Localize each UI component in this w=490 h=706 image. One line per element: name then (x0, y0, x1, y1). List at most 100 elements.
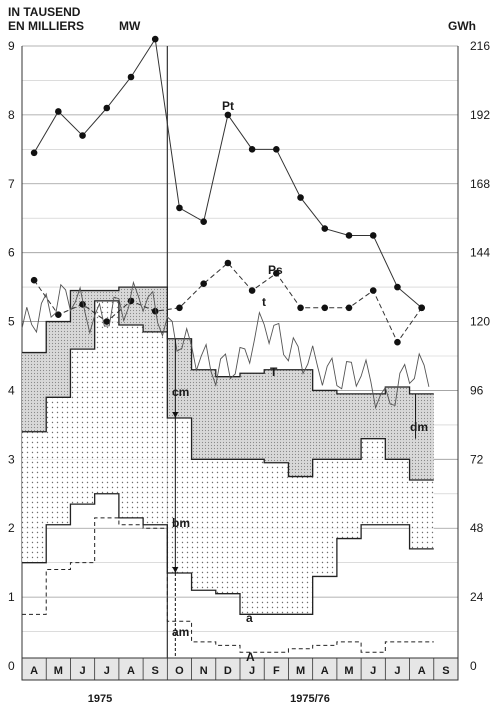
data-point-Pt (394, 283, 401, 291)
series-line-t (21, 280, 430, 410)
label-T: T (270, 365, 278, 379)
marker-arrowhead (172, 567, 179, 573)
dotted-band (312, 459, 337, 577)
data-point-Pt (273, 146, 280, 153)
data-point-Pt (103, 104, 111, 112)
right-tick-label: 192 (470, 108, 490, 122)
month-label: M (344, 665, 353, 677)
month-label: S (152, 665, 159, 677)
data-point-Pt (127, 73, 135, 81)
data-point-Pt (176, 204, 183, 212)
data-point-Pt (297, 194, 304, 201)
left-tick-label: 5 (8, 315, 15, 329)
right-tick-label: 216 (470, 39, 490, 53)
month-label: A (30, 665, 38, 677)
data-point-Pt (345, 232, 353, 239)
month-label: J (249, 665, 255, 677)
data-point-Ps (273, 270, 280, 277)
left-tick-layer: 0 1 2 3 4 5 6 7 8 9 (8, 39, 15, 673)
month-label: A (321, 665, 329, 677)
data-point-Pt (321, 225, 329, 232)
label-bm: bm (172, 516, 190, 530)
month-label: N (200, 665, 208, 677)
right-tick-label: 120 (470, 315, 490, 329)
series-line-Ps (33, 262, 423, 344)
left-axis-title-line2: EN MILLIERS (8, 19, 84, 33)
shaded-band (22, 352, 47, 432)
month-label: J (104, 665, 110, 677)
label-ps: Ps (268, 263, 283, 277)
data-point-Ps (248, 287, 256, 294)
series-line-Pt (33, 37, 422, 309)
dotted-band (288, 476, 313, 615)
dotted-band (240, 459, 265, 615)
dotted-band (215, 459, 240, 594)
data-point-Pt (200, 218, 207, 225)
label-dm: dm (410, 420, 428, 434)
label-A: A (246, 650, 255, 664)
data-point-Pt (30, 149, 38, 157)
marker-arrowhead (172, 412, 179, 418)
data-point-Ps (103, 318, 111, 325)
data-point-Ps (297, 304, 304, 312)
label-am: am (172, 625, 189, 639)
dotted-band (361, 438, 386, 525)
shaded-band (215, 376, 240, 460)
left-tick-label: 4 (8, 383, 15, 397)
month-label: A (127, 665, 135, 677)
left-axis-title-line1: IN TAUSEND (8, 5, 81, 19)
dotted-band (409, 480, 434, 549)
series-line-bottom-band (22, 300, 434, 481)
shaded-band (240, 373, 265, 460)
label-pt: Pt (222, 99, 234, 113)
shaded-band (336, 393, 362, 460)
series-layer (21, 35, 434, 666)
left-tick-label: 6 (8, 246, 15, 260)
dotted-band (167, 418, 192, 573)
left-tick-label: 3 (8, 452, 15, 466)
data-point-Ps (418, 304, 425, 312)
right-tick-label: 72 (470, 452, 484, 466)
data-point-Ps (127, 297, 135, 305)
shaded-band (46, 321, 71, 398)
series-line-a (22, 493, 434, 615)
shaded-band (361, 393, 386, 439)
data-point-Ps (224, 259, 232, 267)
month-label: J (79, 665, 85, 677)
label-a: a (246, 611, 253, 625)
shaded-band (167, 338, 192, 418)
dotted-band (264, 462, 289, 615)
shaded-band (288, 369, 313, 477)
data-point-Pt (151, 35, 159, 43)
data-point-Pt (55, 108, 62, 115)
dotted-band (118, 325, 144, 518)
right-tick-label: 96 (470, 383, 484, 397)
dotted-band (70, 349, 95, 505)
data-point-Pt (224, 111, 232, 119)
left-tick-label: 8 (8, 108, 15, 122)
right-tick-label: 0 (470, 659, 477, 673)
data-point-Pt (79, 132, 86, 139)
right-tick-label: 48 (470, 521, 484, 535)
data-point-Ps (79, 301, 86, 308)
shaded-band (312, 390, 337, 460)
data-point-Ps (176, 304, 183, 312)
shaded-band (94, 290, 119, 301)
month-label: A (418, 665, 426, 677)
left-tick-label: 2 (8, 521, 15, 535)
data-point-Ps (200, 280, 207, 287)
dotted-band (143, 331, 168, 525)
left-tick-label: 7 (8, 177, 15, 191)
series-line-T (22, 286, 434, 395)
data-point-Ps (394, 338, 401, 346)
dotted-band (336, 459, 362, 539)
data-point-Pt (369, 232, 377, 239)
month-label: F (273, 665, 280, 677)
data-point-Ps (30, 276, 38, 284)
month-label: M (296, 665, 305, 677)
dotted-band (191, 459, 216, 591)
shaded-band (385, 387, 410, 460)
band-layer (22, 287, 434, 615)
right-tick-label: 168 (470, 177, 490, 191)
